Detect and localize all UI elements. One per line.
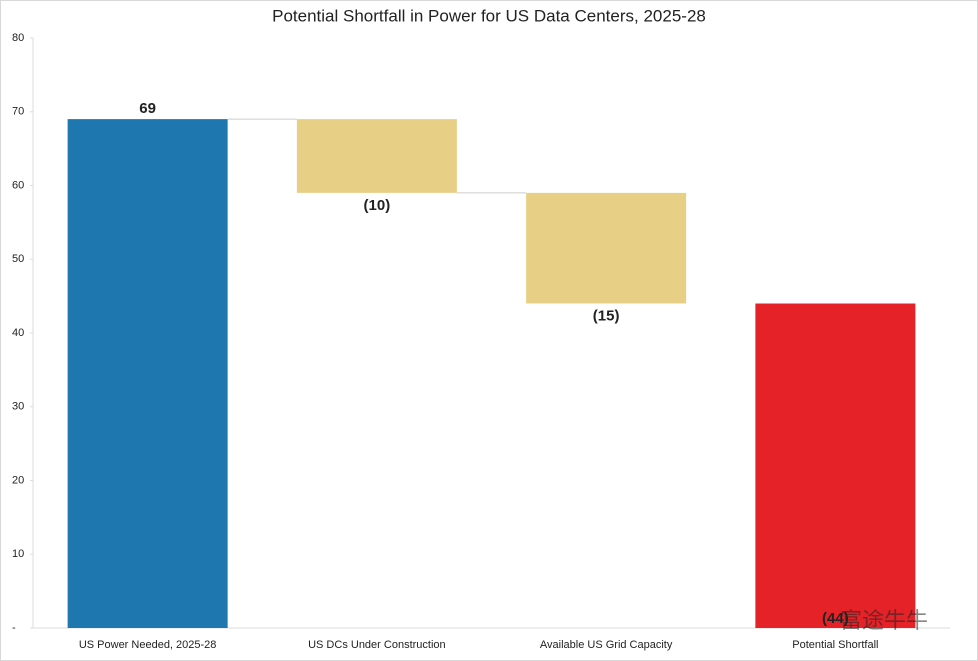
x-tick-label: US Power Needed, 2025-28 bbox=[79, 639, 217, 651]
y-tick-label: 20 bbox=[12, 474, 24, 486]
y-tick-label: 10 bbox=[12, 548, 24, 560]
bar bbox=[755, 303, 916, 628]
watermark: 富途牛牛 bbox=[840, 608, 928, 633]
data-label: 69 bbox=[139, 100, 156, 117]
y-tick-label: 80 bbox=[12, 32, 24, 44]
data-label: (10) bbox=[364, 197, 391, 214]
y-tick-label: 30 bbox=[12, 401, 24, 413]
y-tick-label: 60 bbox=[12, 179, 24, 191]
x-tick-label: US DCs Under Construction bbox=[308, 639, 446, 651]
data-label: (15) bbox=[593, 307, 620, 324]
bar bbox=[67, 119, 228, 628]
chart-title: Potential Shortfall in Power for US Data… bbox=[272, 6, 706, 25]
bar bbox=[526, 192, 687, 304]
x-tick-label: Potential Shortfall bbox=[792, 639, 878, 651]
y-tick-label: 40 bbox=[12, 327, 24, 339]
bar bbox=[296, 119, 457, 193]
data-label: (44) bbox=[822, 610, 849, 627]
y-tick-label: 70 bbox=[12, 106, 24, 118]
y-tick-label: - bbox=[12, 622, 16, 634]
y-tick-label: 50 bbox=[12, 253, 24, 265]
x-tick-label: Available US Grid Capacity bbox=[540, 639, 673, 651]
